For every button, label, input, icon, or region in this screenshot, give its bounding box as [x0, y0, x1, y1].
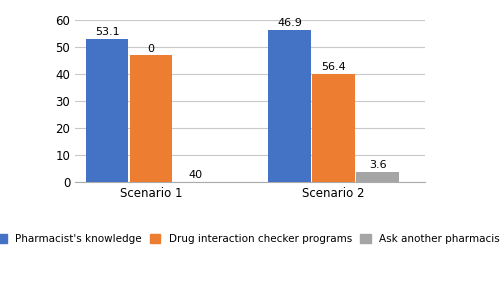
Bar: [130, 55, 172, 182]
Bar: [356, 172, 399, 182]
Legend: Pharmacist's knowledge, Drug interaction checker programs, Ask another pharmacis: Pharmacist's knowledge, Drug interaction…: [0, 234, 500, 245]
Text: 46.9: 46.9: [277, 18, 302, 28]
Text: 56.4: 56.4: [322, 62, 346, 72]
Text: 3.6: 3.6: [369, 160, 386, 170]
Bar: [268, 30, 311, 182]
Text: 0: 0: [148, 44, 154, 54]
Bar: [312, 74, 355, 182]
Bar: [86, 38, 128, 182]
Text: 53.1: 53.1: [94, 27, 120, 37]
Text: 40: 40: [188, 170, 202, 179]
